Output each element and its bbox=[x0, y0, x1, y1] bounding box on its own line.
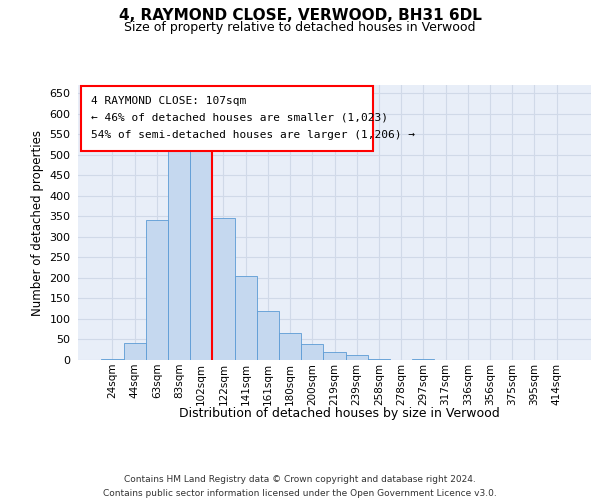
Text: 4 RAYMOND CLOSE: 107sqm: 4 RAYMOND CLOSE: 107sqm bbox=[91, 96, 246, 106]
FancyBboxPatch shape bbox=[80, 86, 373, 151]
Bar bbox=[190, 140, 212, 360]
Bar bbox=[279, 334, 301, 360]
Bar bbox=[257, 310, 279, 360]
Bar bbox=[368, 359, 390, 360]
Bar bbox=[124, 343, 146, 360]
Text: Contains HM Land Registry data © Crown copyright and database right 2024.
Contai: Contains HM Land Registry data © Crown c… bbox=[103, 476, 497, 498]
Bar bbox=[301, 344, 323, 360]
Bar bbox=[168, 146, 190, 360]
Text: Size of property relative to detached houses in Verwood: Size of property relative to detached ho… bbox=[124, 21, 476, 34]
Text: ← 46% of detached houses are smaller (1,023): ← 46% of detached houses are smaller (1,… bbox=[91, 112, 388, 122]
Bar bbox=[101, 359, 124, 360]
Bar bbox=[212, 218, 235, 360]
Bar bbox=[146, 220, 168, 360]
Text: Distribution of detached houses by size in Verwood: Distribution of detached houses by size … bbox=[179, 408, 499, 420]
Bar bbox=[323, 352, 346, 360]
Text: 4, RAYMOND CLOSE, VERWOOD, BH31 6DL: 4, RAYMOND CLOSE, VERWOOD, BH31 6DL bbox=[119, 8, 481, 22]
Bar bbox=[346, 355, 368, 360]
Bar bbox=[412, 359, 434, 360]
Bar bbox=[235, 276, 257, 360]
Y-axis label: Number of detached properties: Number of detached properties bbox=[31, 130, 44, 316]
Text: 54% of semi-detached houses are larger (1,206) →: 54% of semi-detached houses are larger (… bbox=[91, 130, 415, 140]
